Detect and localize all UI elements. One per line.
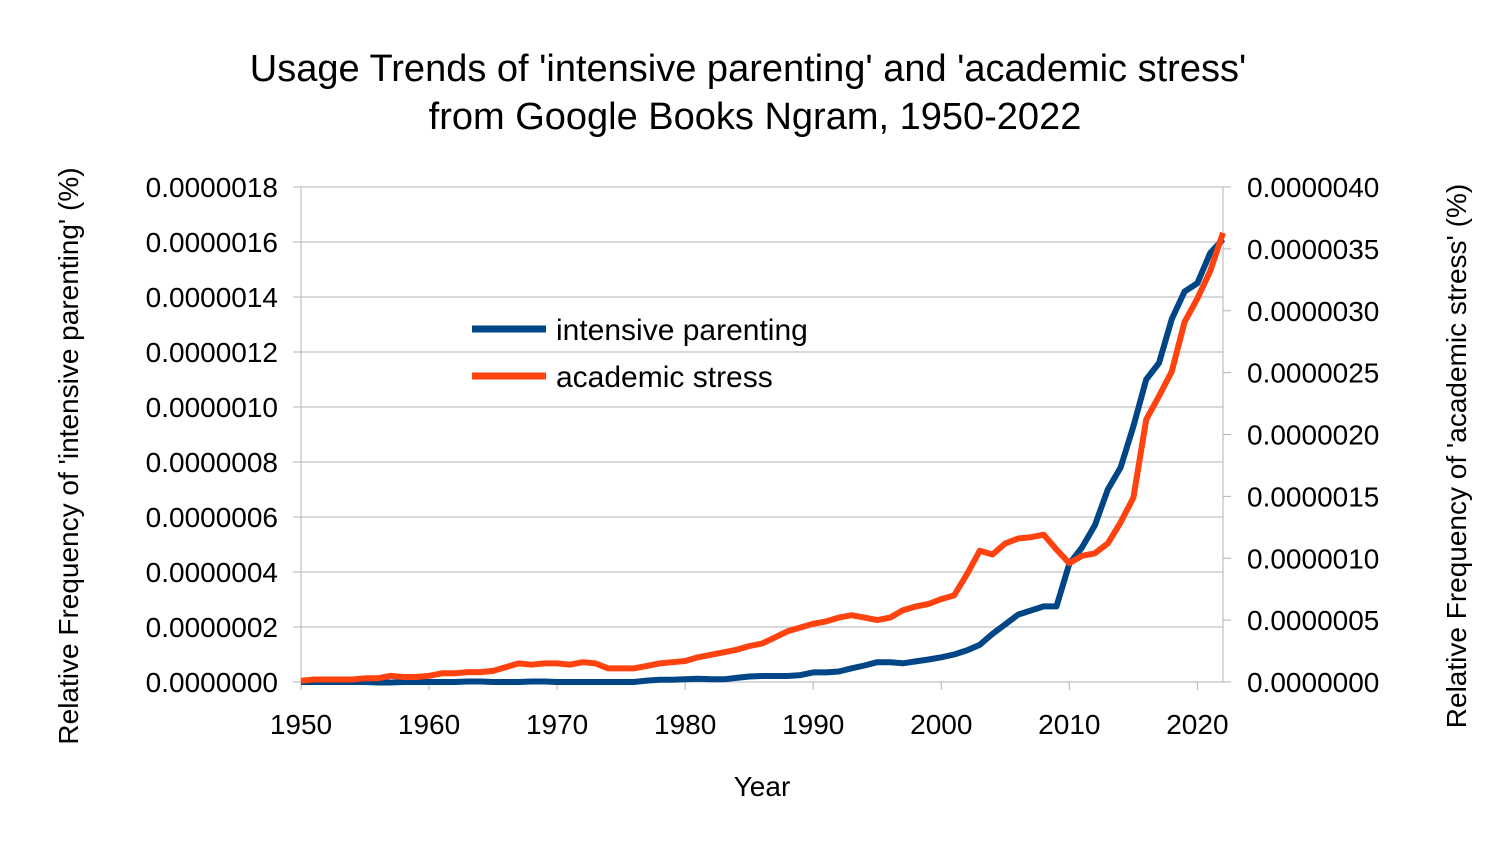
right-tick-label: 0.0000015: [1247, 481, 1379, 512]
left-tick-label: 0.0000010: [146, 392, 278, 423]
series-line-academic-stress: [300, 231, 1226, 684]
left-tick-label: 0.0000000: [146, 667, 278, 698]
right-tick-label: 0.0000040: [1247, 172, 1379, 203]
x-axis: 1950 1960 1970 1980 1990 2000 2010 2020: [270, 682, 1229, 740]
x-tick-label: 1980: [654, 709, 716, 740]
x-axis-label: Year: [734, 771, 791, 802]
left-y-axis-label: Relative Frequency of 'intensive parenti…: [53, 167, 84, 744]
chart-title-line1: Usage Trends of 'intensive parenting' an…: [250, 48, 1246, 90]
series-lines: [300, 231, 1226, 686]
x-tick-label: 2020: [1166, 709, 1228, 740]
x-tick-label: 2000: [910, 709, 972, 740]
grid: [301, 186, 1223, 683]
series-line-intensive-parenting: [301, 237, 1226, 686]
x-tick-label: 1970: [526, 709, 588, 740]
right-tick-label: 0.0000005: [1247, 605, 1379, 636]
right-tick-label: 0.0000025: [1247, 358, 1379, 389]
left-tick-label: 0.0000004: [146, 557, 278, 588]
legend-label-academic-stress: academic stress: [556, 361, 773, 394]
right-tick-label: 0.0000035: [1247, 234, 1379, 265]
legend-label-intensive-parenting: intensive parenting: [556, 314, 808, 347]
left-tick-label: 0.0000008: [146, 447, 278, 478]
x-tick-label: 1960: [398, 709, 460, 740]
x-tick-label: 1950: [270, 709, 332, 740]
right-y-axis: 0.0000000 0.0000005 0.0000010 0.0000015 0.00…: [1223, 172, 1379, 698]
x-tick-label: 2010: [1038, 709, 1100, 740]
right-tick-label: 0.0000010: [1247, 543, 1379, 574]
left-y-axis: 0.0000000 0.0000002 0.0000004 0.0000006 0.00…: [146, 172, 301, 698]
right-y-axis-label: Relative Frequency of 'academic stress' …: [1441, 184, 1472, 728]
x-tick-label: 1990: [782, 709, 844, 740]
left-tick-label: 0.0000012: [146, 337, 278, 368]
left-tick-label: 0.0000018: [146, 172, 278, 203]
plot-area-border: [300, 186, 1224, 683]
left-tick-label: 0.0000006: [146, 502, 278, 533]
left-tick-label: 0.0000016: [146, 227, 278, 258]
left-tick-label: 0.0000002: [146, 612, 278, 643]
legend: intensive parenting academic stress: [472, 314, 808, 394]
right-tick-label: 0.0000000: [1247, 667, 1379, 698]
right-tick-label: 0.0000030: [1247, 296, 1379, 327]
right-tick-label: 0.0000020: [1247, 420, 1379, 451]
chart-title-line2: from Google Books Ngram, 1950-2022: [429, 96, 1082, 138]
left-tick-label: 0.0000014: [146, 282, 278, 313]
